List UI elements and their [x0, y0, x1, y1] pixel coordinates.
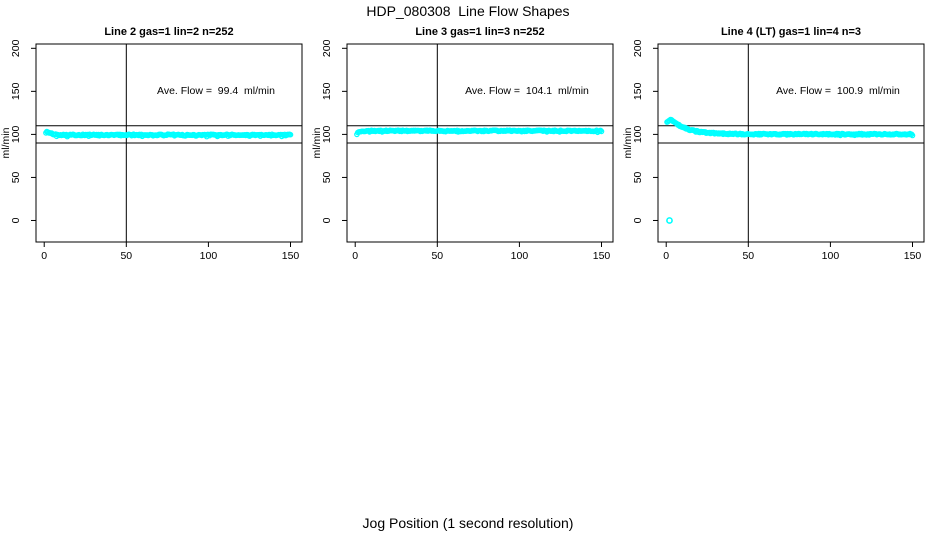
y-axis: 0 50 100 150 200: [321, 39, 347, 223]
plot-box: [657, 43, 925, 243]
ave-flow-annotation: Ave. Flow = 100.9 ml/min: [776, 85, 900, 97]
data-points-series: [664, 116, 916, 224]
y-tick-label: 200: [10, 39, 22, 57]
y-tick-label: 100: [632, 125, 644, 143]
x-tick-label: 100: [200, 250, 218, 262]
panel-title: Line 2 gas=1 lin=2 n=252: [104, 26, 234, 38]
plot-box: [346, 43, 614, 243]
data-points-series: [354, 127, 605, 138]
x-tick-label: 150: [904, 250, 922, 262]
panel-line-4: 0 50 100 150 0 50 100 150 200 Line 4 (LT) gas=1 …: [622, 0, 934, 270]
y-axis-label: ml/min: [0, 127, 12, 159]
x-tick-label: 150: [282, 250, 300, 262]
ave-flow-annotation: Ave. Flow = 104.1 ml/min: [465, 85, 589, 97]
scatter-plot-line-3: 0 50 100 150 0 50 100 150 200: [321, 39, 614, 262]
x-axis: 0 50 100 150: [41, 242, 299, 262]
data-points-series: [43, 128, 294, 140]
x-tick-label: 150: [593, 250, 611, 262]
outlier-point: [666, 217, 673, 224]
y-tick-label: 0: [632, 217, 644, 223]
y-tick-label: 200: [632, 39, 644, 57]
x-axis-title: Jog Position (1 second resolution): [362, 515, 574, 531]
y-tick-label: 200: [321, 39, 333, 57]
y-tick-label: 150: [632, 82, 644, 100]
x-tick-label: 50: [120, 250, 132, 262]
x-axis: 0 50 100 150: [663, 242, 921, 262]
y-tick-label: 100: [321, 125, 333, 143]
reference-lines: [658, 44, 924, 242]
reference-lines: [36, 44, 302, 242]
x-tick-label: 50: [742, 250, 754, 262]
reference-lines: [347, 44, 613, 242]
plot-box: [35, 43, 303, 243]
x-tick-label: 0: [352, 250, 358, 262]
y-tick-label: 0: [321, 217, 333, 223]
panel-line-2: 0 50 100 150 0 50 100 150 200 Line 2 gas=1 lin=2…: [0, 0, 312, 270]
y-tick-label: 50: [321, 171, 333, 183]
x-tick-label: 100: [822, 250, 840, 262]
x-tick-label: 0: [41, 250, 47, 262]
x-tick-label: 50: [431, 250, 443, 262]
x-tick-label: 0: [663, 250, 669, 262]
panel-title: Line 3 gas=1 lin=3 n=252: [415, 26, 545, 38]
x-tick-label: 100: [511, 250, 529, 262]
y-tick-label: 50: [632, 171, 644, 183]
y-axis-label: ml/min: [622, 127, 634, 159]
y-tick-label: 0: [10, 217, 22, 223]
panel-title: Line 4 (LT) gas=1 lin=4 n=3: [720, 26, 862, 38]
scatter-plot-line-2: 0 50 100 150 0 50 100 150 200: [10, 39, 303, 262]
y-axis-label: ml/min: [311, 127, 323, 159]
y-tick-label: 150: [10, 82, 22, 100]
scatter-plot-line-4: 0 50 100 150 0 50 100 150 200: [632, 39, 925, 262]
y-axis: 0 50 100 150 200: [10, 39, 36, 223]
y-axis: 0 50 100 150 200: [632, 39, 658, 223]
y-tick-label: 150: [321, 82, 333, 100]
ave-flow-annotation: Ave. Flow = 99.4 ml/min: [157, 85, 275, 97]
figure-title: HDP_080308 Line Flow Shapes: [366, 3, 570, 19]
y-tick-label: 50: [10, 171, 22, 183]
x-axis: 0 50 100 150: [352, 242, 610, 262]
panel-line-3: 0 50 100 150 0 50 100 150 200 Line 3 gas=1 lin=3…: [311, 0, 623, 270]
y-tick-label: 100: [10, 125, 22, 143]
